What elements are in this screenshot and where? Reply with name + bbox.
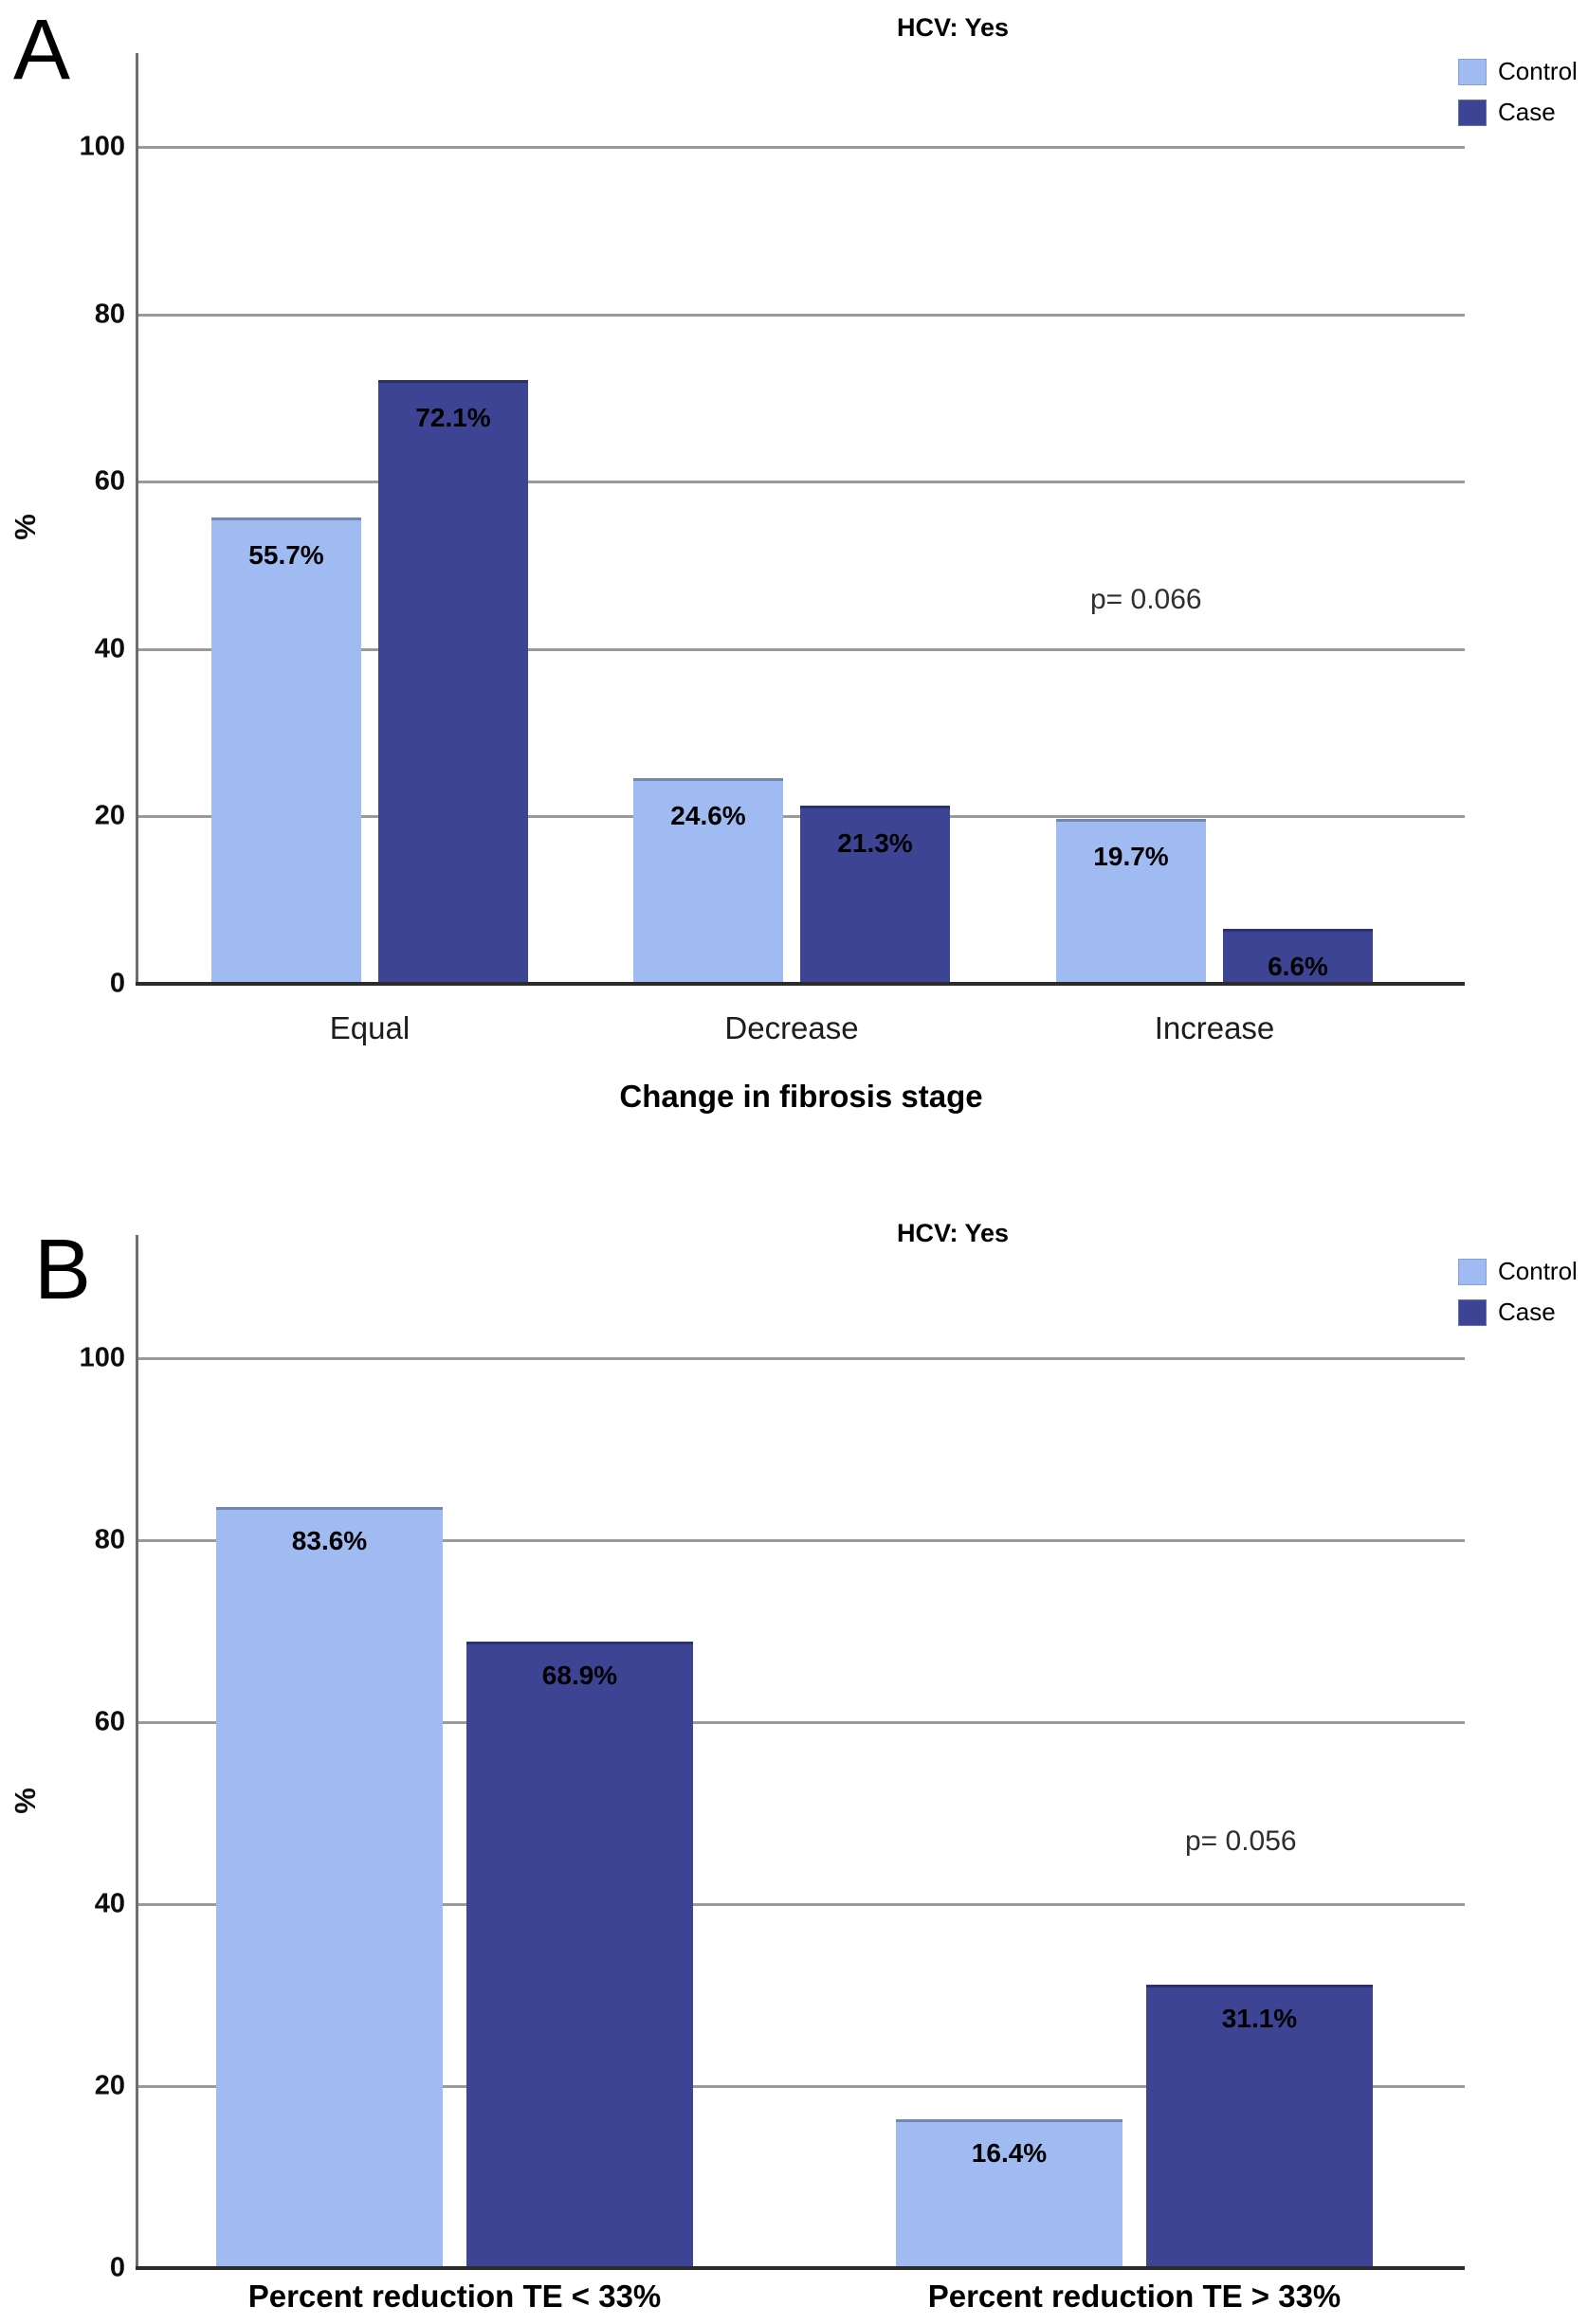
y-axis-line-a — [136, 53, 138, 984]
gridline-60-a — [137, 481, 1465, 484]
ytick-20-a: 20 — [94, 800, 125, 831]
legend-item-case: Case — [1458, 98, 1556, 127]
x-axis-line-b — [136, 2266, 1465, 2270]
legend-swatch-control — [1458, 1258, 1487, 1285]
bar-case-equal — [378, 380, 528, 984]
bar-label-control-percent-reduction-te-33: 16.4% — [971, 2137, 1048, 2168]
category-label-percent-reduction-te-33: Percent reduction TE < 33% — [247, 2279, 662, 2314]
panel-label-a: A — [13, 3, 71, 98]
legend-item-control: Control — [1458, 57, 1578, 86]
legend-label-case: Case — [1498, 98, 1556, 126]
gridline-80-a — [137, 313, 1465, 317]
bar-control-equal — [211, 517, 361, 984]
bar-label-control-decrease: 24.6% — [670, 800, 746, 830]
legend-swatch-control — [1458, 58, 1487, 85]
ytick-40-a: 40 — [94, 633, 125, 664]
p-value-annotation-b: p= 0.056 — [1185, 1825, 1297, 1857]
legend-label-control: Control — [1498, 1257, 1578, 1285]
x-axis-line-a — [136, 982, 1465, 986]
legend-item-control: Control — [1458, 1257, 1578, 1286]
category-label-percent-reduction-te-33: Percent reduction TE > 33% — [927, 2279, 1342, 2314]
bar-label-control-increase: 19.7% — [1093, 842, 1169, 872]
ytick-40-b: 40 — [94, 1888, 125, 1919]
gridline-60-b — [137, 1721, 1465, 1724]
bar-case-increase — [1223, 928, 1373, 984]
bar-case-decrease — [800, 805, 950, 984]
legend-swatch-case — [1458, 1298, 1487, 1326]
bar-label-case-percent-reduction-te-33: 68.9% — [541, 1660, 618, 1690]
gridline-100-a — [137, 146, 1465, 149]
bar-label-case-percent-reduction-te-33: 31.1% — [1221, 2004, 1298, 2034]
bar-case-percent-reduction-te-33 — [466, 1641, 693, 2268]
y-axis-title-a: % — [9, 514, 42, 540]
bar-control-percent-reduction-te-33 — [216, 1507, 443, 2268]
ytick-20-b: 20 — [94, 2070, 125, 2101]
legend-swatch-case — [1458, 99, 1487, 126]
ytick-100-a: 100 — [79, 131, 125, 162]
panel-label-b: B — [34, 1223, 92, 1317]
y-axis-title-b: % — [9, 1788, 42, 1814]
p-value-annotation-a: p= 0.066 — [1090, 584, 1202, 615]
bar-label-case-equal: 72.1% — [415, 403, 491, 433]
bar-case-percent-reduction-te-33 — [1146, 1985, 1373, 2268]
bar-control-increase — [1056, 819, 1206, 984]
gridline-20-b — [137, 2085, 1465, 2088]
bar-label-case-increase: 6.6% — [1268, 951, 1328, 981]
bar-control-decrease — [633, 777, 783, 984]
ytick-60-a: 60 — [94, 465, 125, 497]
gridline-100-b — [137, 1357, 1465, 1360]
ytick-100-b: 100 — [79, 1342, 125, 1373]
x-axis-title-a: Change in fibrosis stage — [619, 1079, 983, 1114]
legend-label-case: Case — [1498, 1298, 1556, 1326]
bar-label-case-decrease: 21.3% — [837, 827, 913, 858]
bar-label-control-percent-reduction-te-33: 83.6% — [291, 1526, 368, 1556]
y-axis-line-b — [136, 1235, 138, 2268]
legend-item-case: Case — [1458, 1298, 1556, 1327]
ytick-80-b: 80 — [94, 1524, 125, 1555]
ytick-0-b: 0 — [109, 2252, 125, 2283]
bar-label-control-equal: 55.7% — [248, 540, 324, 571]
chart-title-b: HCV: Yes — [896, 1219, 1010, 1247]
gridline-40-b — [137, 1903, 1465, 1906]
category-label-equal: Equal — [329, 1010, 411, 1045]
chart-title-a: HCV: Yes — [896, 13, 1010, 42]
bar-control-percent-reduction-te-33 — [896, 2118, 1123, 2268]
category-label-increase: Increase — [1154, 1010, 1275, 1045]
gridline-40-a — [137, 647, 1465, 651]
ytick-0-a: 0 — [109, 968, 125, 999]
ytick-60-b: 60 — [94, 1706, 125, 1737]
category-label-decrease: Decrease — [724, 1010, 859, 1045]
ytick-80-a: 80 — [94, 299, 125, 330]
legend-label-control: Control — [1498, 57, 1578, 85]
gridline-80-b — [137, 1539, 1465, 1542]
